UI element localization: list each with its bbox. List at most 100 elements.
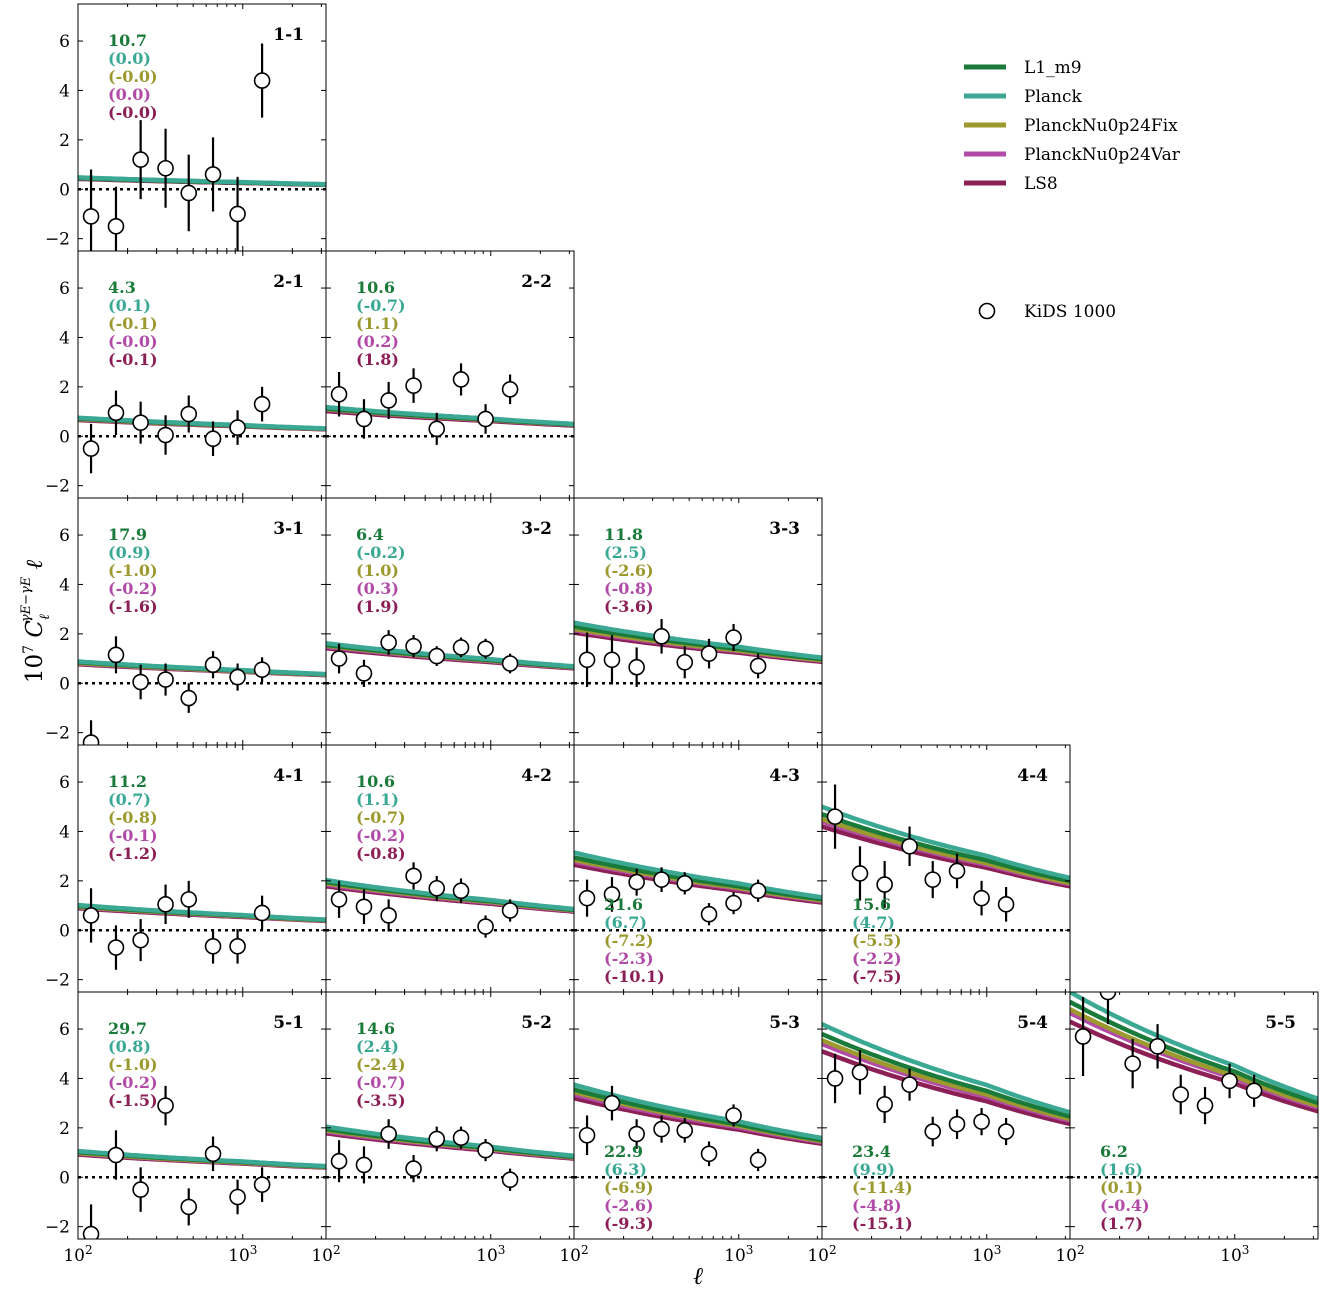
y-tick-label: 0 xyxy=(59,180,70,200)
chi2-label-plancknu0p24var: (-0.8) xyxy=(604,579,654,598)
y-tick-label: 0 xyxy=(59,674,70,694)
model-line-planck xyxy=(574,850,822,900)
panel-title: 5-3 xyxy=(769,1013,800,1033)
y-tick-label: 2 xyxy=(59,872,70,892)
model-line-plancknu0p24fix xyxy=(822,1038,1070,1122)
data-point xyxy=(204,430,222,448)
data-point xyxy=(700,645,718,662)
panel-title: 2-2 xyxy=(521,272,552,292)
y-tick-label: −2 xyxy=(45,724,70,744)
panel-title: 3-3 xyxy=(769,519,800,539)
legend-label-kids: KiDS 1000 xyxy=(1024,302,1116,322)
chi2-label-l1-m9: 21.6 xyxy=(604,895,643,914)
chi2-label-l1-m9: 29.7 xyxy=(108,1019,147,1038)
data-point xyxy=(428,647,446,665)
panel-title: 4-1 xyxy=(273,766,304,786)
chi2-label-l1-m9: 10.6 xyxy=(356,278,395,297)
chi2-label-l1-m9: 4.3 xyxy=(108,278,136,297)
chi2-label-plancknu0p24fix: (-7.2) xyxy=(604,931,654,950)
data-point xyxy=(603,1094,621,1112)
plot-area xyxy=(78,386,326,474)
data-point xyxy=(452,882,470,900)
plot-area xyxy=(822,784,1070,932)
legend-label: PlanckNu0p24Var xyxy=(1024,145,1181,165)
data-point xyxy=(132,673,149,691)
panel-title: 5-2 xyxy=(521,1013,552,1033)
plot-area xyxy=(326,363,574,445)
data-point xyxy=(653,1120,670,1138)
data-point xyxy=(725,894,742,912)
panel-5-2: 102 103 5-2 14.6(2.4)(-2.4)(-0.7)(-3.5) xyxy=(311,991,575,1266)
data-point xyxy=(428,1130,446,1148)
chi2-label-plancknu0p24var: (-4.8) xyxy=(852,1196,902,1215)
data-point xyxy=(180,1198,198,1216)
data-point xyxy=(997,896,1015,913)
data-point xyxy=(107,646,125,664)
legend: L1_m9 Planck PlanckNu0p24Fix PlanckNu0p24Va… xyxy=(964,58,1181,322)
panel-title: 5-4 xyxy=(1017,1013,1048,1033)
data-point xyxy=(676,653,694,671)
data-point xyxy=(132,151,149,168)
chi2-label-plancknu0p24fix: (-5.5) xyxy=(852,931,902,950)
data-point xyxy=(603,651,621,669)
panel-title: 3-1 xyxy=(273,519,304,539)
plot-area xyxy=(574,850,822,932)
chi2-label-plancknu0p24var: (-0.1) xyxy=(108,826,158,845)
chi2-label-planck: (-0.7) xyxy=(356,296,406,315)
x-tick-label: 103 xyxy=(724,1243,753,1266)
data-point xyxy=(355,410,373,428)
chi2-label-plancknu0p24var: (-0.4) xyxy=(1100,1196,1150,1215)
data-point xyxy=(107,939,125,956)
data-point xyxy=(676,875,694,892)
chi2-label-planck: (9.9) xyxy=(852,1160,895,1179)
data-point xyxy=(452,371,470,388)
data-point xyxy=(380,392,397,409)
model-line-planck xyxy=(574,620,822,660)
data-point xyxy=(578,651,596,669)
model-line-planck xyxy=(78,175,326,187)
data-point xyxy=(749,882,767,900)
data-point xyxy=(405,637,422,655)
data-point xyxy=(477,1141,494,1159)
panel-5-1: −2 0 2 4 6 102 103 5-1 29.7(0.8)(-1.0)(-0.2)(-1.… xyxy=(45,991,327,1266)
panel-2-2: 2-2 10.6(-0.7)(1.1)(0.2)(1.8) xyxy=(325,250,575,499)
chi2-label-plancknu0p24var: (-0.7) xyxy=(356,1073,406,1092)
data-point xyxy=(82,734,100,745)
y-tick-label: 6 xyxy=(59,32,70,52)
chi2-label-plancknu0p24var: (-0.2) xyxy=(356,826,406,845)
data-point xyxy=(380,1125,397,1143)
model-line-planck xyxy=(326,640,574,669)
chi2-label-plancknu0p24var: (0.0) xyxy=(108,85,151,104)
chi2-label-plancknu0p24var: (-2.6) xyxy=(604,1196,654,1215)
chi2-label-planck: (0.1) xyxy=(108,296,151,315)
y-tick-label: 6 xyxy=(59,773,70,793)
data-point xyxy=(355,665,373,682)
data-point xyxy=(501,655,519,672)
y-tick-label: −2 xyxy=(45,1218,70,1238)
data-point xyxy=(1196,1097,1214,1114)
data-point xyxy=(452,1129,470,1147)
chi2-label-plancknu0p24var: (-2.2) xyxy=(852,949,902,968)
y-tick-label: 0 xyxy=(59,921,70,941)
model-line-planck xyxy=(326,1124,574,1159)
model-line-l1-m9 xyxy=(822,812,1070,884)
chi2-label-plancknu0p24fix: (-2.4) xyxy=(356,1055,406,1074)
y-tick-label: −2 xyxy=(45,230,70,250)
data-point xyxy=(229,205,246,223)
panel-4-1: −2 0 2 4 6 4-1 11.2(0.7)(-0.8)(-0.1)(-1.2) xyxy=(45,744,327,993)
y-axis-label: 107 CℓγE−γE ℓ xyxy=(19,559,53,683)
model-line-planck xyxy=(78,902,326,922)
chi2-label-plancknu0p24fix: (-6.9) xyxy=(604,1178,654,1197)
data-point xyxy=(924,1123,942,1140)
y-tick-label: −2 xyxy=(45,477,70,497)
plot-area xyxy=(78,880,326,970)
data-point xyxy=(157,896,174,913)
model-line-planck xyxy=(1070,992,1318,1101)
chi2-label-plancknu0p24fix: (-1.0) xyxy=(108,561,158,580)
data-point xyxy=(700,905,718,923)
data-point xyxy=(725,1107,742,1124)
y-tick-label: 2 xyxy=(59,1119,70,1139)
data-point xyxy=(749,657,767,675)
data-point xyxy=(876,1096,893,1113)
